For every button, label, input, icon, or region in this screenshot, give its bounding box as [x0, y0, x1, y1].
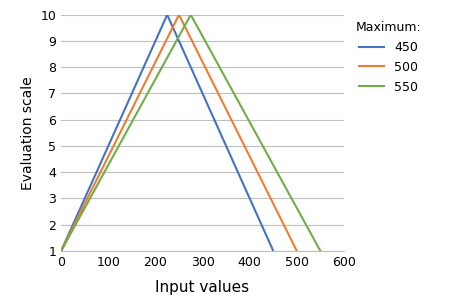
X-axis label: Input values: Input values — [155, 280, 250, 295]
Y-axis label: Evaluation scale: Evaluation scale — [21, 76, 35, 190]
Legend: 450, 500, 550: 450, 500, 550 — [356, 21, 422, 94]
